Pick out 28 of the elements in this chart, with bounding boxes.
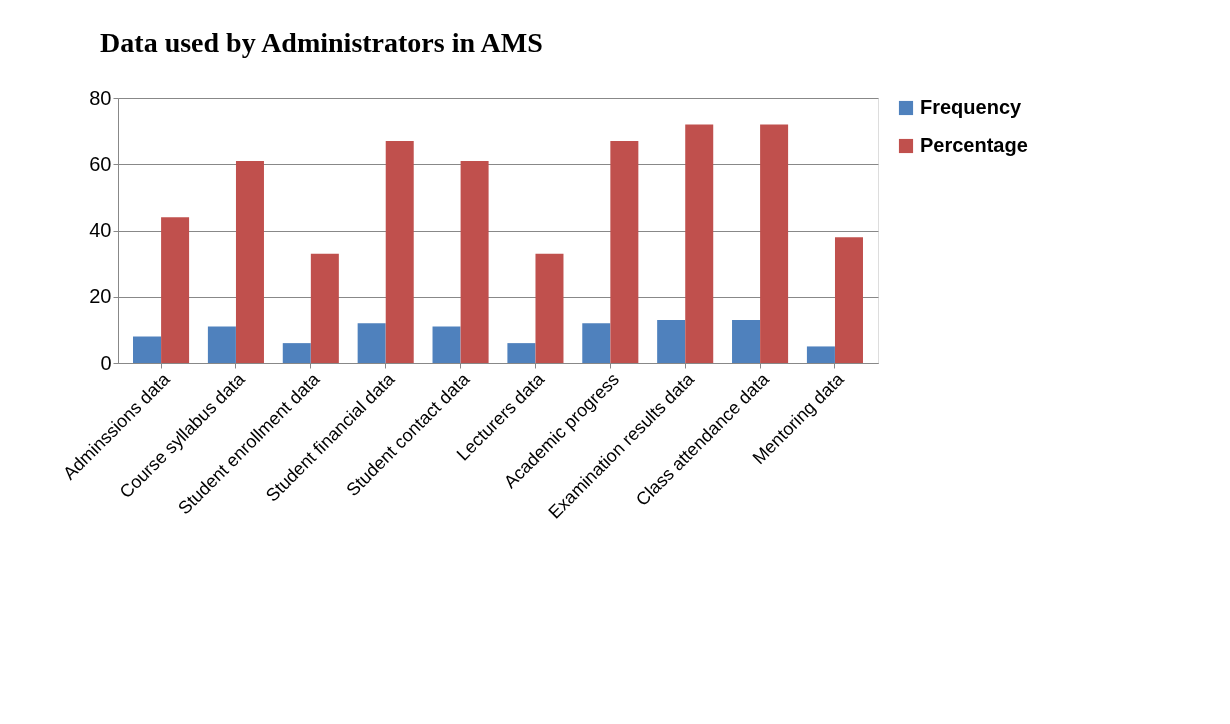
bar	[133, 336, 162, 363]
bar	[582, 323, 611, 363]
bar	[610, 141, 639, 363]
y-tick-label: 20	[89, 285, 112, 308]
bar	[507, 343, 536, 363]
bar	[460, 160, 489, 363]
bar	[535, 253, 564, 363]
bar	[685, 124, 714, 363]
bar	[282, 343, 311, 363]
bar	[732, 319, 761, 363]
y-tick-label: 80	[89, 86, 112, 109]
bar	[760, 124, 789, 363]
bar	[310, 253, 339, 363]
y-tick-label: 60	[89, 152, 112, 175]
legend-label: Percentage	[920, 134, 1028, 156]
bar	[207, 326, 236, 363]
y-tick-label: 0	[100, 351, 112, 374]
bar	[834, 237, 863, 363]
bar	[235, 160, 264, 363]
bar	[432, 326, 461, 363]
bar	[657, 319, 686, 363]
chart-title: Data used by Administrators in AMS	[100, 27, 543, 58]
bar	[806, 346, 835, 363]
y-tick-label: 40	[89, 219, 112, 241]
bar	[161, 217, 190, 363]
legend-label: Frequency	[920, 96, 1023, 118]
bar	[385, 141, 414, 363]
bar	[357, 323, 386, 363]
